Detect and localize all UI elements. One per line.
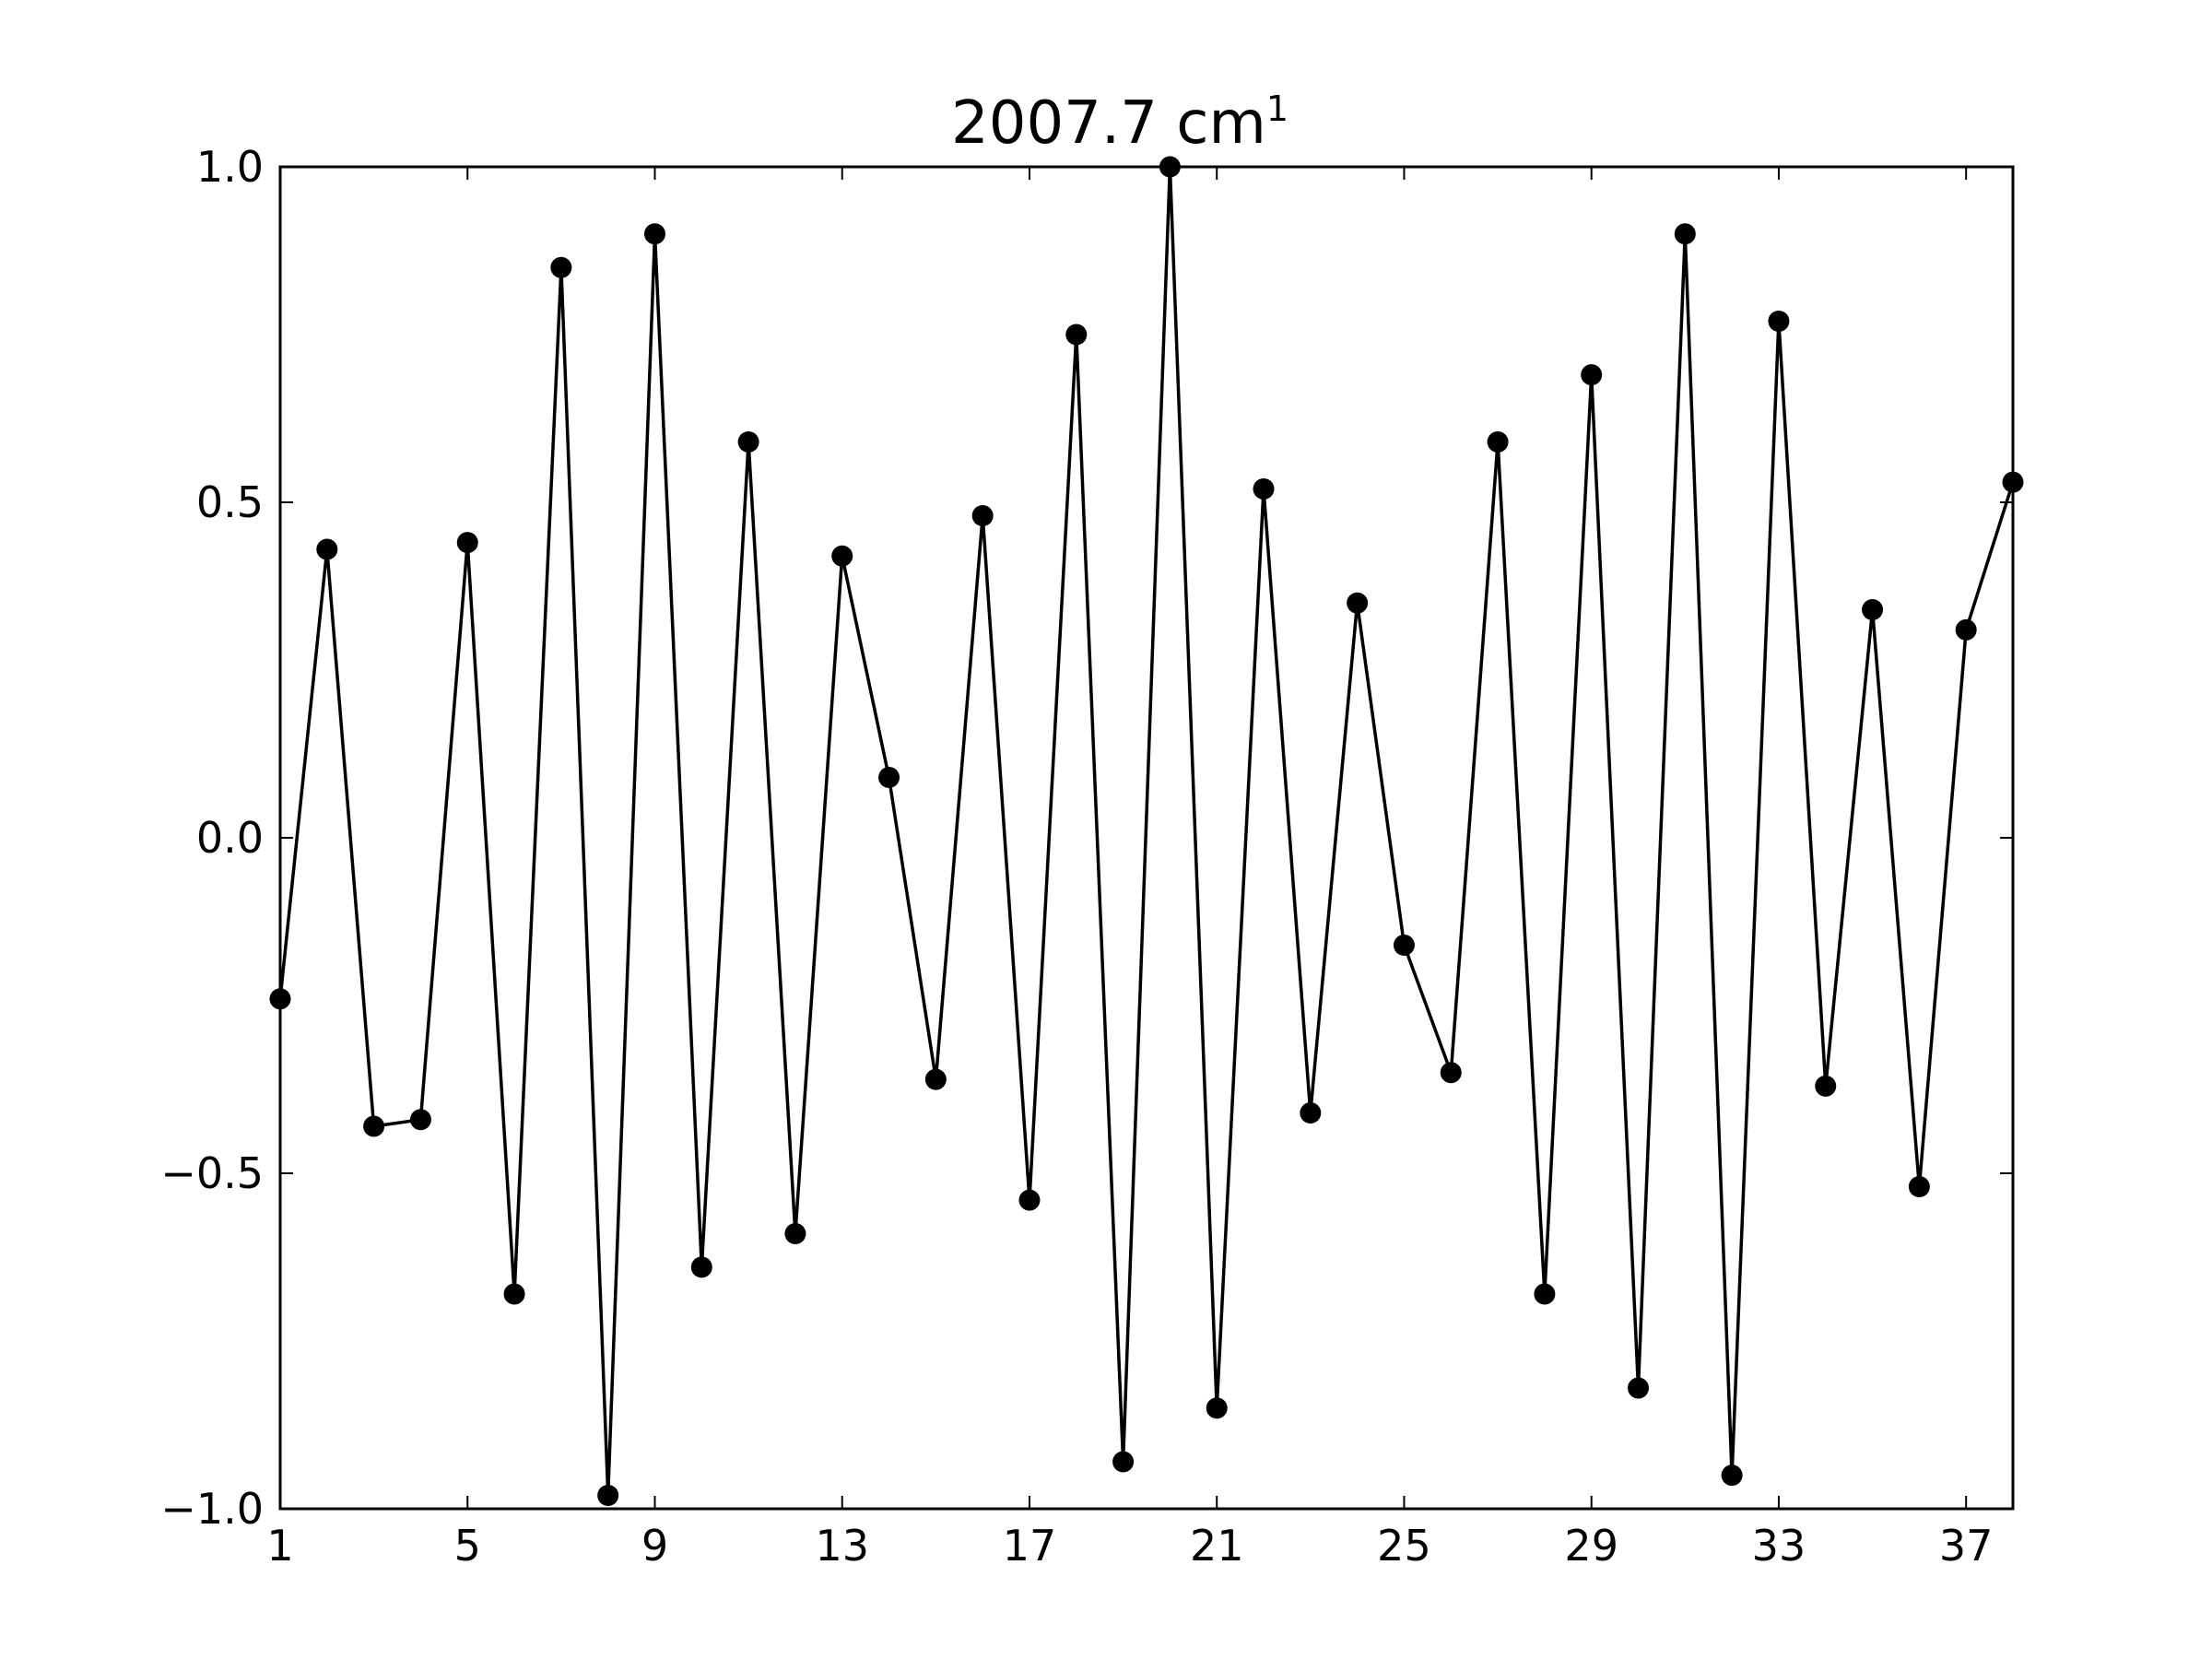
- data-point: [1300, 1101, 1322, 1124]
- x-tick-label: 33: [1752, 1521, 1806, 1571]
- data-point: [409, 1109, 431, 1131]
- data-point: [1440, 1062, 1462, 1084]
- data-point: [1768, 310, 1790, 332]
- x-tick-label: 9: [641, 1521, 668, 1571]
- y-tick-label: −1.0: [160, 1484, 264, 1534]
- data-point: [597, 1484, 619, 1506]
- data-point: [316, 538, 338, 560]
- data-point: [1347, 592, 1369, 614]
- x-tick-label: 21: [1190, 1521, 1244, 1571]
- data-point: [1393, 934, 1415, 956]
- data-point: [1534, 1283, 1556, 1305]
- y-tick-label: −0.5: [160, 1148, 264, 1198]
- data-point: [1862, 598, 1884, 620]
- data-point: [1112, 1451, 1135, 1473]
- x-tick-label: 5: [454, 1521, 481, 1571]
- series-line: [278, 166, 2015, 1496]
- data-point: [831, 545, 853, 567]
- data-point: [1908, 1176, 1930, 1198]
- data-point: [363, 1115, 385, 1137]
- chart-title-text: 2007.7 cm: [951, 89, 1266, 158]
- data-point: [550, 256, 572, 278]
- data-point: [1253, 477, 1275, 500]
- data-point: [1955, 618, 1977, 641]
- data-point: [643, 223, 665, 245]
- chart-title-superscript: 1: [1266, 88, 1288, 129]
- y-tick-label: 1.0: [196, 142, 264, 192]
- data-point: [924, 1068, 947, 1090]
- data-point: [1065, 324, 1088, 346]
- data-point: [737, 430, 759, 453]
- data-point: [1815, 1075, 1837, 1097]
- data-point: [1206, 1397, 1228, 1419]
- x-tick-label: 37: [1939, 1521, 1994, 1571]
- data-point: [1018, 1189, 1041, 1211]
- data-point: [456, 532, 478, 554]
- plot-frame: [278, 165, 2015, 1511]
- x-tick-label: 25: [1377, 1521, 1431, 1571]
- x-tick-labels: 1 5 9 13 17 21 25 29 33 37: [266, 1521, 1993, 1571]
- data-point: [1628, 1377, 1650, 1399]
- chart-title: 2007.7 cm1: [951, 88, 1288, 158]
- data-point: [878, 766, 900, 788]
- data-point: [1581, 364, 1603, 386]
- x-tick-label: 17: [1003, 1521, 1057, 1571]
- x-tick-label: 29: [1564, 1521, 1618, 1571]
- data-point: [503, 1283, 525, 1305]
- data-point: [690, 1256, 712, 1278]
- y-tick-label: 0.5: [196, 477, 264, 527]
- y-tick-label: 0.0: [196, 813, 264, 863]
- data-point: [1721, 1465, 1743, 1487]
- series-polyline: [278, 166, 2015, 1496]
- series-markers: [269, 156, 2024, 1506]
- data-point: [971, 505, 994, 527]
- x-tick-label: 13: [815, 1521, 869, 1571]
- data-point: [784, 1223, 806, 1245]
- y-tick-labels: 1.0 0.5 0.0 −0.5 −1.0: [160, 142, 264, 1534]
- data-point: [1487, 430, 1509, 453]
- data-point: [1674, 223, 1696, 245]
- x-tick-label: 1: [266, 1521, 293, 1571]
